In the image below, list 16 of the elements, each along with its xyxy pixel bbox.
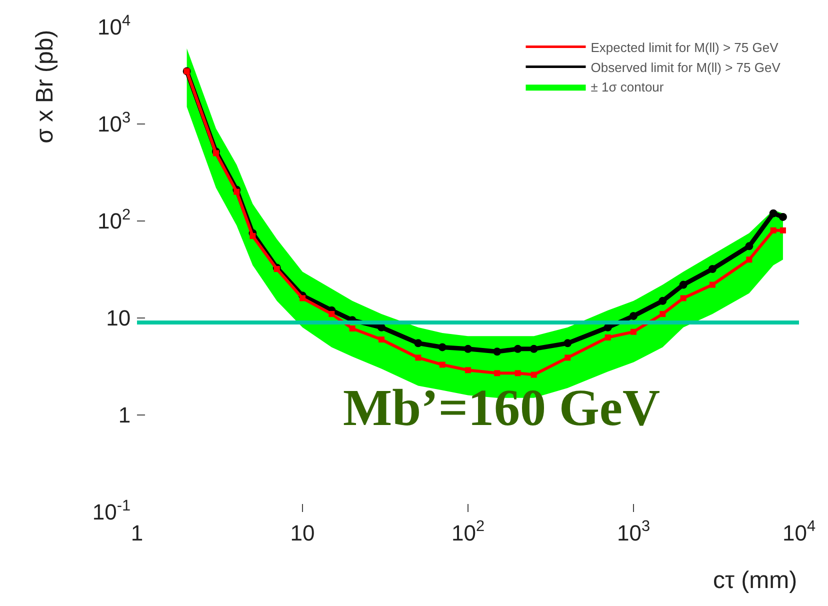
legend-label: ± 1σ contour bbox=[590, 80, 664, 95]
x-axis-title: cτ (mm) bbox=[713, 567, 798, 594]
x-tick-label: 10$^{2}$ bbox=[451, 518, 485, 546]
legend-label: Expected limit for M(ll) > 75 GeV bbox=[590, 40, 779, 55]
y-tick-label: 10$^{2}$ bbox=[98, 206, 131, 234]
y-tick-label: 10$^{-1}$ bbox=[92, 497, 131, 525]
y-axis-title: σ x Br (pb) bbox=[31, 30, 58, 144]
x-tick-label: 10 bbox=[290, 520, 315, 546]
y-tick-label: 1 bbox=[118, 402, 131, 428]
annotation: Mb’=160 GeV bbox=[343, 380, 660, 437]
legend-label: Observed limit for M(ll) > 75 GeV bbox=[590, 60, 781, 75]
y-tick-label: 10$^{4}$ bbox=[98, 12, 132, 40]
x-tick-label: 10$^{4}$ bbox=[782, 518, 816, 546]
y-tick-label: 10$^{3}$ bbox=[98, 109, 131, 137]
x-tick-label: 10$^{3}$ bbox=[616, 518, 650, 546]
y-tick-label: 10 bbox=[106, 306, 131, 331]
